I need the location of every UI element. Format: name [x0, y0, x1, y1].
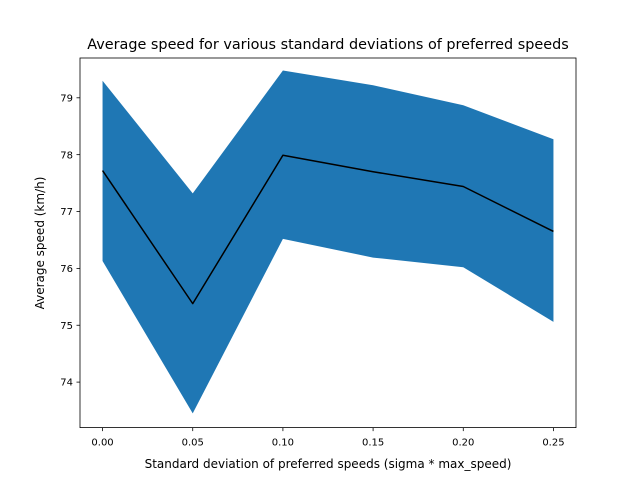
chart-title: Average speed for various standard devia…	[87, 37, 568, 53]
x-tick-label: 0.00	[91, 438, 113, 449]
y-tick-label: 76	[60, 264, 73, 275]
x-tick-label: 0.05	[182, 438, 204, 449]
y-axis-ticks: 74 75 76 77 78 79	[60, 93, 80, 389]
x-axis-ticks: 0.00 0.05 0.10 0.15 0.20 0.25	[91, 427, 565, 449]
y-tick-label: 79	[60, 93, 73, 104]
mean-line-0	[101, 154, 554, 305]
y-tick-label: 75	[60, 321, 73, 332]
x-tick-label: 0.15	[362, 438, 384, 449]
y-tick-label: 77	[60, 207, 73, 218]
axes-frame	[79, 57, 577, 429]
x-tick-label: 0.25	[542, 438, 564, 449]
y-tick-label: 74	[60, 378, 73, 389]
x-tick-label: 0.10	[272, 438, 294, 449]
plot-area	[101, 70, 554, 414]
x-axis-label: Standard deviation of preferred speeds (…	[145, 457, 512, 471]
x-tick-label: 0.20	[452, 438, 474, 449]
confidence-band-0	[102, 70, 554, 414]
y-tick-label: 78	[60, 150, 73, 161]
y-axis-label: Average speed (km/h)	[33, 177, 47, 310]
